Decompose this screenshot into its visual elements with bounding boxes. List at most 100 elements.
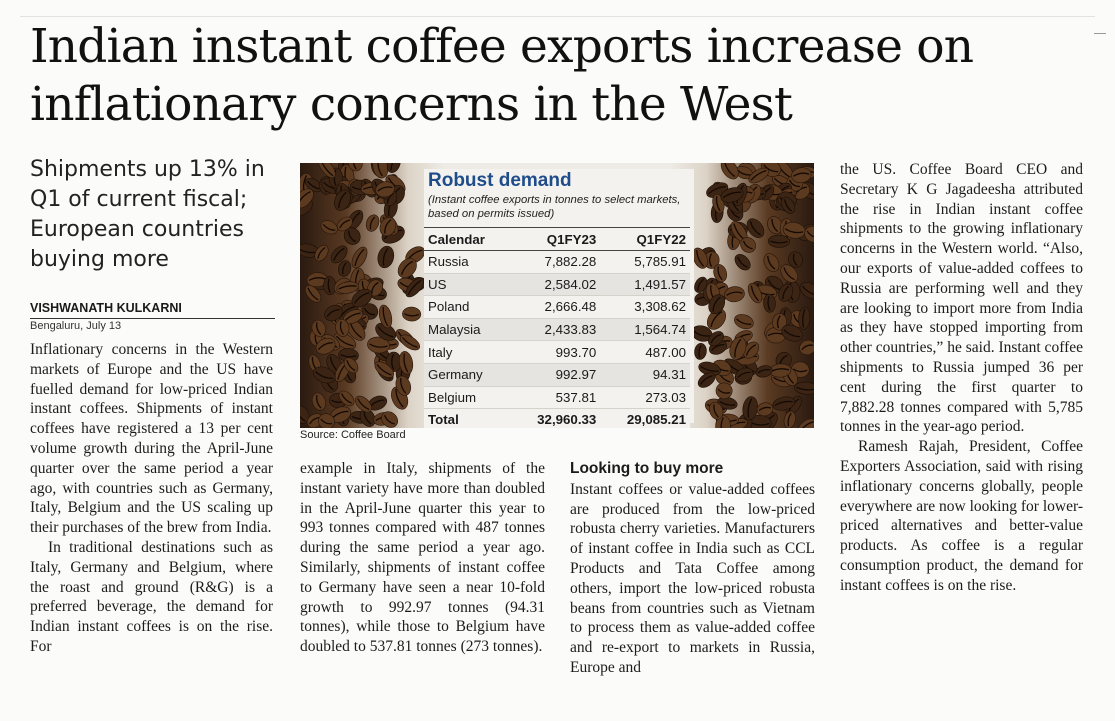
table-row: Poland 2,666.48 3,308.62 xyxy=(424,295,690,319)
coffee-bean xyxy=(300,405,310,424)
subheading: Looking to buy more xyxy=(570,460,724,477)
coffee-bean xyxy=(771,313,787,331)
coffee-bean xyxy=(692,247,708,269)
coffee-bean xyxy=(691,325,713,342)
coffee-bean xyxy=(791,167,812,184)
corner-mark xyxy=(1094,33,1106,34)
table-row: Belgium 537.81 273.03 xyxy=(424,386,690,410)
coffee-bean xyxy=(799,282,814,300)
country-cell: Belgium xyxy=(424,386,511,410)
coffee-bean xyxy=(708,331,724,347)
total-value-cell: 29,085.21 xyxy=(600,408,690,428)
coffee-bean xyxy=(783,410,796,428)
coffee-bean xyxy=(697,372,716,388)
coffee-bean xyxy=(709,401,724,420)
coffee-bean xyxy=(334,189,351,211)
coffee-bean xyxy=(378,304,393,329)
coffee-bean xyxy=(778,283,794,302)
coffee-bean xyxy=(351,246,368,269)
coffee-bean xyxy=(799,339,814,356)
paragraph: example in Italy, shipments of the insta… xyxy=(300,460,545,656)
col-header-q1fy23: Q1FY23 xyxy=(510,227,601,251)
coffee-bean xyxy=(747,282,763,304)
value-cell: 2,666.48 xyxy=(510,295,601,319)
coffee-bean xyxy=(397,258,417,279)
coffee-bean xyxy=(713,264,728,283)
coffee-bean xyxy=(742,396,758,421)
col-header-q1fy22: Q1FY22 xyxy=(600,227,690,251)
coffee-bean xyxy=(375,181,395,198)
coffee-bean xyxy=(367,395,388,411)
coffee-bean xyxy=(694,343,707,360)
beans-right xyxy=(691,163,814,428)
table-title: Robust demand xyxy=(428,170,572,191)
coffee-bean xyxy=(311,319,326,337)
country-cell: US xyxy=(424,273,511,297)
value-cell: 487.00 xyxy=(600,340,690,364)
table-row: Malaysia 2,433.83 1,564.74 xyxy=(424,318,690,342)
coffee-bean xyxy=(399,334,421,351)
coffee-bean xyxy=(335,318,350,337)
value-cell: 993.70 xyxy=(510,340,601,364)
coffee-graphic: Robust demand (Instant coffee exports in… xyxy=(300,163,814,428)
country-cell: Germany xyxy=(424,363,511,387)
coffee-bean xyxy=(781,196,796,214)
coffee-bean xyxy=(379,217,397,237)
coffee-bean xyxy=(314,244,329,262)
exports-table: Calendar Q1FY23 Q1FY22 Russia 7,882.28 5… xyxy=(424,227,690,428)
coffee-bean xyxy=(305,285,322,303)
paragraph: Inflationary concerns in the Western mar… xyxy=(30,341,273,537)
value-cell: 3,308.62 xyxy=(600,295,690,319)
data-panel: Robust demand (Instant coffee exports in… xyxy=(424,169,694,428)
coffee-bean xyxy=(715,415,731,428)
coffee-bean xyxy=(729,336,747,360)
coffee-bean xyxy=(311,392,326,411)
coffee-bean xyxy=(756,402,774,417)
coffee-bean xyxy=(355,395,372,413)
table-header-row: Calendar Q1FY23 Q1FY22 xyxy=(424,227,690,251)
coffee-bean xyxy=(395,375,412,396)
coffee-bean xyxy=(300,188,314,209)
coffee-bean xyxy=(338,390,355,407)
coffee-bean xyxy=(343,357,359,374)
coffee-bean xyxy=(767,234,790,248)
coffee-bean xyxy=(343,227,361,245)
value-cell: 1,564.74 xyxy=(600,318,690,342)
coffee-bean xyxy=(318,163,336,179)
value-cell: 7,882.28 xyxy=(510,250,601,274)
deck: Shipments up 13% in Q1 of current fiscal… xyxy=(30,157,265,272)
table-row: Italy 993.70 487.00 xyxy=(424,340,690,364)
coffee-bean xyxy=(781,324,803,342)
paragraph: Ramesh Rajah, President, Coffee Exporter… xyxy=(840,438,1083,594)
value-cell: 2,433.83 xyxy=(510,318,601,342)
coffee-bean xyxy=(336,216,353,232)
value-cell: 992.97 xyxy=(510,363,601,387)
value-cell: 94.31 xyxy=(600,363,690,387)
coffee-bean xyxy=(374,361,395,378)
coffee-bean xyxy=(767,216,783,235)
coffee-bean xyxy=(746,218,765,238)
coffee-bean xyxy=(720,163,739,180)
coffee-bean xyxy=(735,367,754,383)
coffee-bean xyxy=(348,163,363,172)
coffee-bean xyxy=(694,276,708,293)
coffee-bean xyxy=(780,264,798,283)
coffee-bean xyxy=(740,237,757,253)
coffee-bean xyxy=(720,187,744,203)
coffee-bean xyxy=(365,214,380,232)
coffee-bean xyxy=(377,245,395,269)
coffee-bean xyxy=(794,381,814,395)
coffee-bean xyxy=(343,309,364,325)
country-cell: Italy xyxy=(424,340,511,364)
coffee-bean xyxy=(324,305,343,322)
coffee-bean xyxy=(367,336,390,354)
coffee-bean xyxy=(715,382,733,400)
coffee-bean xyxy=(338,260,352,277)
coffee-bean xyxy=(734,254,751,271)
coffee-bean xyxy=(698,361,721,376)
coffee-bean xyxy=(772,396,796,411)
coffee-bean xyxy=(804,226,814,243)
value-cell: 273.03 xyxy=(600,386,690,410)
coffee-bean xyxy=(306,272,328,288)
article-column-3: Looking to buy more Instant coffees or v… xyxy=(570,459,815,678)
